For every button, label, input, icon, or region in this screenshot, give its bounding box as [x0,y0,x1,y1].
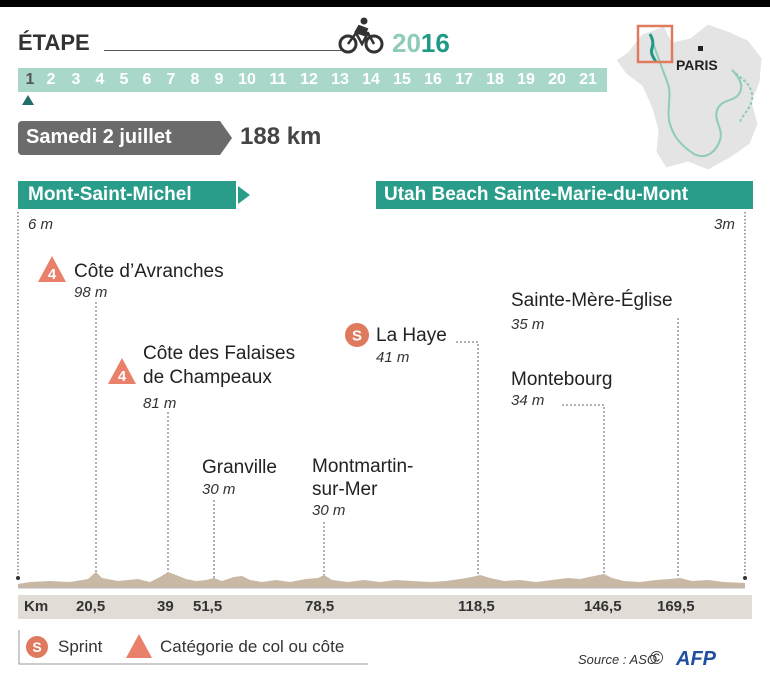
km-axis-bar [18,595,752,619]
climb-champeaux-name-line1: Côte des Falaises [143,343,296,364]
place-montebourg-name: Montebourg [511,369,613,390]
stage-3: 3 [71,71,81,88]
climb-category-icon: 4 [38,256,66,282]
legend-climb-icon [126,634,152,658]
place-granville-name: Granville [202,457,277,478]
svg-text:4: 4 [118,368,127,384]
stage-6: 6 [142,71,152,88]
stage-17: 17 [455,71,473,88]
start-arrow [238,186,250,204]
finish-altitude: 3m [714,216,735,233]
finish-dot [743,576,747,580]
stage-12: 12 [300,71,318,88]
stage-14: 14 [362,71,380,88]
stage-18: 18 [486,71,504,88]
stage-19: 19 [517,71,535,88]
start-dot [16,576,20,580]
climb-champeaux-name-line2: de Champeaux [143,367,272,388]
top-black-bar [0,0,770,7]
climb-avranches-name: Côte d’Avranches [74,261,224,282]
km-tick: 169,5 [657,598,695,615]
stage-distance: 188 km [240,123,322,150]
stage-13: 13 [331,71,349,88]
place-granville-altitude: 30 m [202,481,236,498]
connector-montebourg [562,404,605,578]
stage-11: 11 [269,71,287,88]
km-tick: 20,5 [76,598,106,615]
place-montmartin-name-line2: sur-Mer [312,479,378,500]
stage-10: 10 [238,71,256,88]
svg-text:S: S [32,639,41,655]
place-montmartin-name-line1: Montmartin- [312,456,414,477]
stage-15: 15 [393,71,411,88]
climb-category-icon: 4 [108,358,136,384]
start-badge [18,181,236,209]
stage-8: 8 [190,71,200,88]
km-tick: 51,5 [193,598,223,615]
afp-logo: AFP [676,648,716,670]
source-credit: Source : ASO [578,652,657,667]
legend-sprint-label: Sprint [58,637,103,656]
stage-4: 4 [95,71,105,88]
km-tick: 78,5 [305,598,335,615]
svg-text:S: S [352,328,362,345]
stage-2: 2 [46,71,56,88]
km-tick: 39 [157,598,174,615]
legend-frame [18,630,368,665]
sprint-icon: S [345,323,369,347]
place-sainte-mere-altitude: 35 m [511,316,545,333]
copyright-symbol: © [650,648,664,668]
sprint-la-haye-altitude: 41 m [376,349,410,366]
stage-16: 16 [424,71,442,88]
stage-7: 7 [166,71,176,88]
climb-champeaux-altitude: 81 m [143,395,177,412]
current-stage-marker [22,95,34,105]
stage-date: Samedi 2 juillet [26,126,172,148]
km-tick: 146,5 [584,598,622,615]
profile-chart [16,212,747,589]
legend-climb-label: Catégorie de col ou côte [160,637,345,656]
title-rule [104,50,342,51]
cyclist-icon [338,17,384,54]
legend-sprint-icon: S [26,636,48,658]
place-montebourg-altitude: 34 m [511,392,545,409]
date-badge [18,121,218,155]
km-axis-label: Km [24,598,49,615]
finish-name: Utah Beach Sainte-Marie-du-Mont [384,184,689,205]
paris-label: PARIS [676,57,718,73]
svg-text:4: 4 [48,266,57,282]
place-sainte-mere-name: Sainte-Mère-Église [511,290,673,311]
sprint-la-haye-name: La Haye [376,325,447,346]
stage-21: 21 [579,71,597,88]
start-altitude: 6 m [28,216,54,233]
stage-5: 5 [119,71,129,88]
stage-20: 20 [548,71,566,88]
date-badge-arrow [218,121,232,155]
stage-9: 9 [214,71,224,88]
stage-strip: 1 2 3 4 5 6 7 8 9 10 11 12 13 14 15 16 17 18 19 20 21 [18,68,607,92]
start-name: Mont-Saint-Michel [28,184,192,205]
finish-badge [376,181,753,209]
elevation-profile [18,572,745,588]
stage-1: 1 [25,71,35,88]
etape-title: ÉTAPE [18,30,90,55]
place-montmartin-altitude: 30 m [312,502,346,519]
year: 2016 [392,28,450,58]
connector-la-haye [456,341,479,578]
france-map: PARIS [615,23,763,171]
km-tick: 118,5 [458,598,495,615]
climb-avranches-altitude: 98 m [74,284,108,301]
